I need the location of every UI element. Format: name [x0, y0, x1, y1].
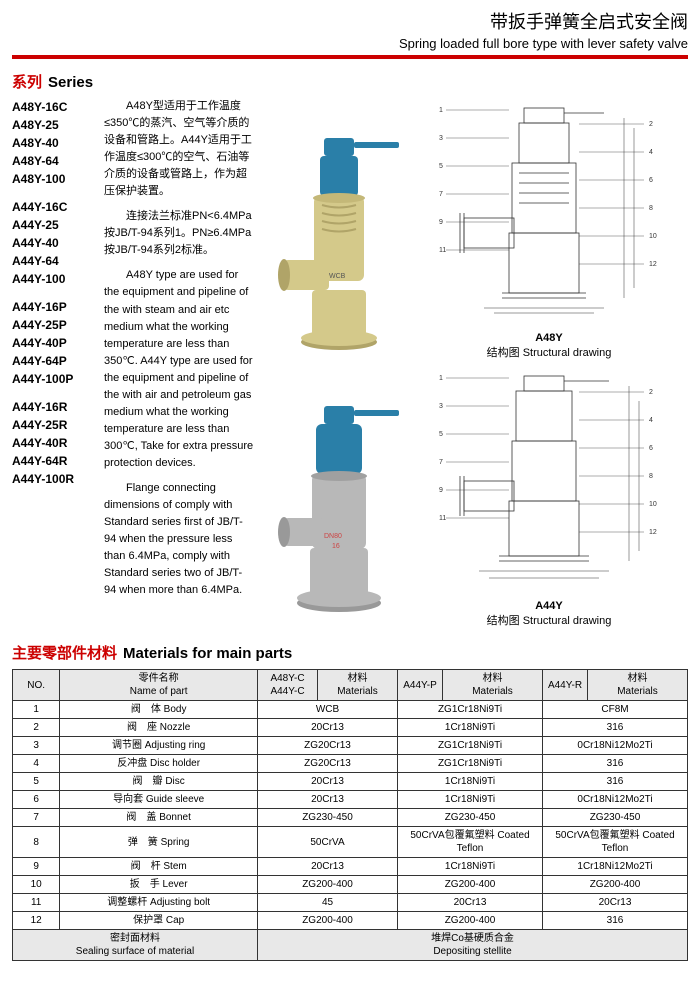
svg-text:8: 8 [649, 205, 653, 212]
series-item: A44Y-16P [12, 298, 94, 316]
series-item: A44Y-25 [12, 216, 94, 234]
valve-photo-icon: WCB [264, 130, 414, 360]
desc-p3: A48Y type are used for the equipment and… [104, 267, 254, 472]
series-item: A44Y-100R [12, 470, 94, 488]
materials-table: NO. 零件名称Name of part A48Y-CA44Y-C 材料Mate… [12, 669, 688, 961]
caption-text-a48y: 结构图 Structural drawing [487, 344, 612, 360]
drawing-a48y: 123456789101112 A48Y 结构图 Structural draw… [424, 98, 674, 360]
structural-drawing-icon: 123456789101112 [424, 98, 674, 328]
svg-text:7: 7 [439, 459, 443, 466]
series-label-cn: 系列 [12, 71, 42, 92]
caption-model-a44y: A44Y [487, 600, 612, 612]
series-item: A48Y-16C [12, 98, 94, 116]
materials-label-en: Materials for main parts [123, 645, 292, 662]
structural-drawing-icon: 123456789101112 [424, 366, 674, 596]
svg-text:16: 16 [332, 543, 340, 550]
svg-text:8: 8 [649, 473, 653, 480]
series-item: A44Y-40R [12, 434, 94, 452]
table-row: 3调节圈 Adjusting ringZG20Cr13ZG1Cr18Ni9Ti0… [13, 737, 688, 755]
series-item: A44Y-100 [12, 270, 94, 288]
svg-text:5: 5 [439, 431, 443, 438]
series-item: A44Y-16C [12, 198, 94, 216]
col-c3b: 材料Materials [588, 670, 688, 701]
series-item: A48Y-40 [12, 134, 94, 152]
svg-text:DN80: DN80 [324, 533, 342, 540]
series-item: A48Y-25 [12, 116, 94, 134]
col-c2a: A44Y-P [398, 670, 443, 701]
page-header: 带扳手弹簧全启式安全阀 Spring loaded full bore type… [12, 8, 688, 51]
svg-text:4: 4 [649, 149, 653, 156]
col-c3a: A44Y-R [543, 670, 588, 701]
title-en: Spring loaded full bore type with lever … [12, 36, 688, 51]
svg-text:5: 5 [439, 163, 443, 170]
caption-text-a44y: 结构图 Structural drawing [487, 612, 612, 628]
svg-text:11: 11 [439, 247, 446, 254]
series-item: A44Y-25R [12, 416, 94, 434]
table-row: 11调整螺杆 Adjusting bolt4520Cr1320Cr13 [13, 894, 688, 912]
table-row: 4反冲盘 Disc holderZG20Cr13ZG1Cr18Ni9Ti316 [13, 755, 688, 773]
series-item: A44Y-16R [12, 398, 94, 416]
table-row: 1阀 体 BodyWCBZG1Cr18Ni9TiCF8M [13, 701, 688, 719]
col-name: 零件名称Name of part [60, 670, 258, 701]
col-c1b: 材料Materials [318, 670, 398, 701]
svg-text:3: 3 [439, 403, 443, 410]
divider [12, 55, 688, 59]
svg-text:4: 4 [649, 417, 653, 424]
desc-p2: 连接法兰标准PN<6.4MPa按JB/T-94系列1。PN≥6.4MPa按JB/… [104, 208, 254, 259]
svg-text:6: 6 [649, 177, 653, 184]
svg-text:2: 2 [649, 389, 653, 396]
series-label-en: Series [48, 74, 93, 91]
table-row: 5阀 瓣 Disc20Cr131Cr18Ni9Ti316 [13, 773, 688, 791]
svg-text:1: 1 [439, 107, 443, 114]
valve-photo-icon: DN80 16 [264, 398, 414, 628]
footer-name: 密封面材料Sealing surface of material [13, 930, 258, 961]
series-item: A44Y-40P [12, 334, 94, 352]
svg-text:WCB: WCB [329, 273, 346, 280]
svg-text:6: 6 [649, 445, 653, 452]
svg-text:11: 11 [439, 515, 446, 522]
desc-p1: A48Y型适用于工作温度≤350℃的蒸汽、空气等介质的设备和管路上。A44Y适用… [104, 98, 254, 200]
drawing-a44y: 123456789101112 A44Y 结构图 Structural draw… [424, 366, 674, 628]
table-row: 8弹 簧 Spring50CrVA50CrVA包覆氟塑料 Coated Tefl… [13, 827, 688, 858]
caption-model-a48y: A48Y [487, 332, 612, 344]
series-item: A44Y-64P [12, 352, 94, 370]
series-item: A48Y-64 [12, 152, 94, 170]
table-row: 10扳 手 LeverZG200-400ZG200-400ZG200-400 [13, 876, 688, 894]
svg-text:2: 2 [649, 121, 653, 128]
photo-a44y: DN80 16 [264, 398, 414, 628]
table-row: 2阀 座 Nozzle20Cr131Cr18Ni9Ti316 [13, 719, 688, 737]
col-no: NO. [13, 670, 60, 701]
description: A48Y型适用于工作温度≤350℃的蒸汽、空气等介质的设备和管路上。A44Y适用… [104, 98, 254, 628]
col-c1a: A48Y-CA44Y-C [258, 670, 318, 701]
svg-text:9: 9 [439, 219, 443, 226]
svg-text:12: 12 [649, 529, 657, 536]
series-item: A48Y-100 [12, 170, 94, 188]
svg-text:12: 12 [649, 261, 657, 268]
table-row: 12保护罩 CapZG200-400ZG200-400316 [13, 912, 688, 930]
series-heading: 系列 Series [12, 71, 688, 92]
series-item: A44Y-40 [12, 234, 94, 252]
svg-text:10: 10 [649, 501, 657, 508]
series-item: A44Y-64 [12, 252, 94, 270]
table-row: 9阀 杆 Stem20Cr131Cr18Ni9Ti1Cr18Ni12Mo2Ti [13, 858, 688, 876]
svg-text:1: 1 [439, 375, 443, 382]
desc-p4: Flange connecting dimensions of comply w… [104, 480, 254, 599]
materials-label-cn: 主要零部件材料 [12, 642, 117, 663]
table-row: 7阀 盖 BonnetZG230-450ZG230-450ZG230-450 [13, 809, 688, 827]
series-item: A44Y-25P [12, 316, 94, 334]
svg-text:3: 3 [439, 135, 443, 142]
svg-text:9: 9 [439, 487, 443, 494]
svg-text:7: 7 [439, 191, 443, 198]
title-cn: 带扳手弹簧全启式安全阀 [12, 8, 688, 34]
table-row: 6导向套 Guide sleeve20Cr131Cr18Ni9Ti0Cr18Ni… [13, 791, 688, 809]
svg-text:10: 10 [649, 233, 657, 240]
series-item: A44Y-64R [12, 452, 94, 470]
photo-a48y: WCB [264, 130, 414, 360]
series-item: A44Y-100P [12, 370, 94, 388]
materials-heading: 主要零部件材料 Materials for main parts [12, 642, 688, 663]
col-c2b: 材料Materials [443, 670, 543, 701]
series-list: A48Y-16CA48Y-25A48Y-40A48Y-64A48Y-100 A44… [12, 98, 94, 628]
footer-value: 堆焊Co基硬质合金Depositing stellite [258, 930, 688, 961]
